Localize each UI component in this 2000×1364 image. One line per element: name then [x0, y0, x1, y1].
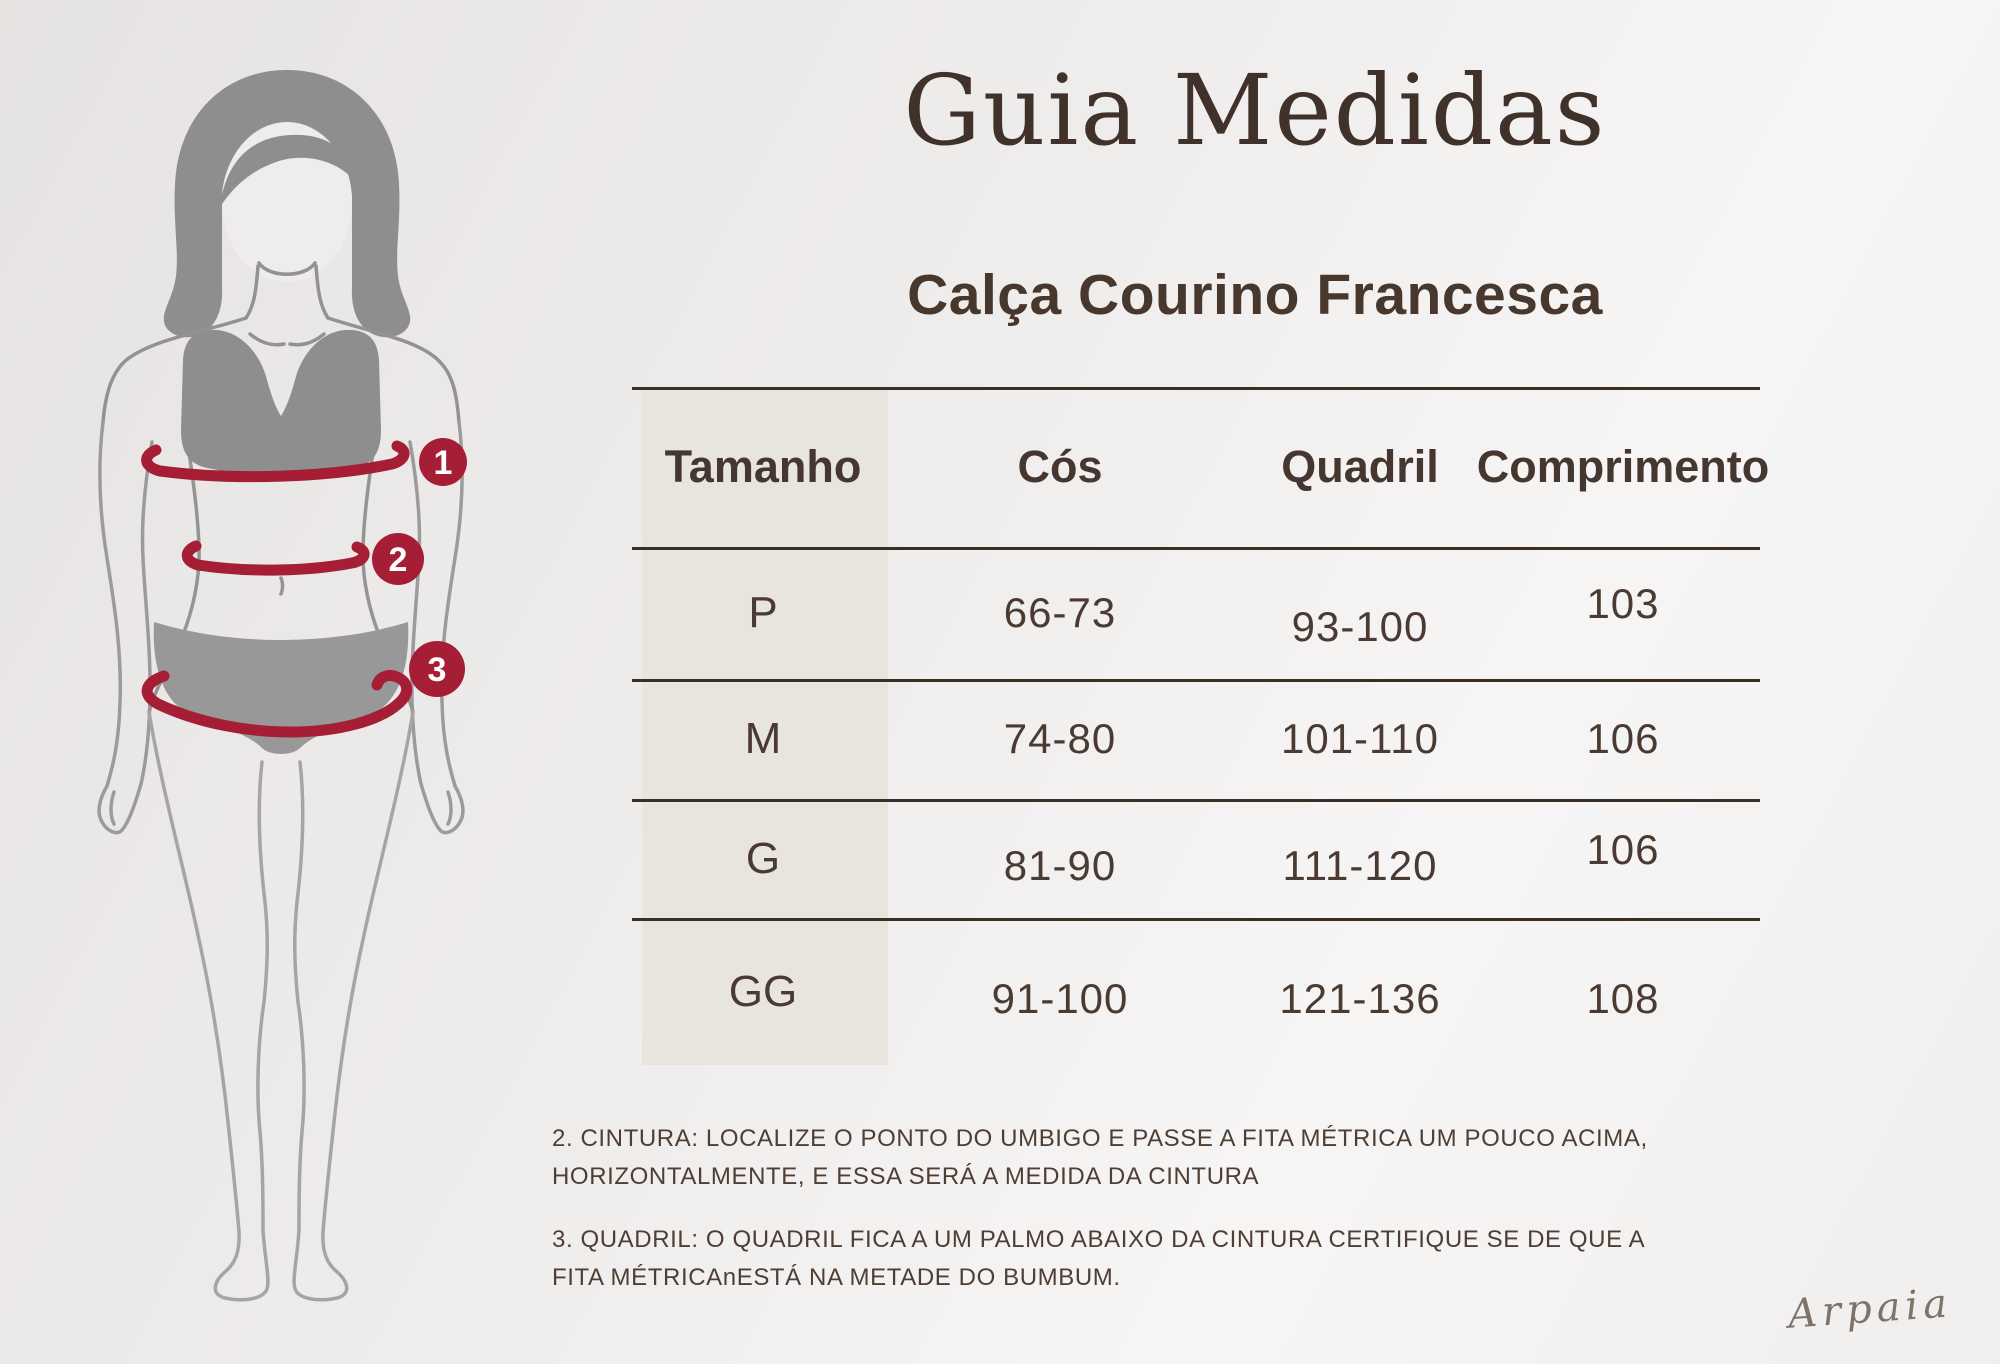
jaw-line — [257, 261, 317, 276]
value-g-quadril: 111-120 — [1282, 841, 1438, 889]
table-rule-after-m — [632, 799, 1760, 802]
hand-right — [419, 782, 465, 835]
leg-right-inner — [293, 760, 306, 1232]
badge-3-circle — [409, 641, 465, 697]
waist-tape — [181, 540, 370, 576]
column-header-quadril: Quadril — [1281, 441, 1439, 492]
column-header-tamanho: Tamanho — [664, 441, 862, 492]
leg-left-outer — [147, 710, 241, 1234]
arm-left-outer — [98, 420, 123, 788]
shoulder-left — [101, 316, 248, 424]
measurement-tapes — [141, 440, 413, 738]
hair-fringe — [220, 134, 354, 207]
measurement-notes: 2. CINTURA: LOCALIZE O PONTO DO UMBIGO E… — [552, 1120, 1952, 1322]
value-gg-cos: 91-100 — [991, 974, 1129, 1022]
size-table: Tamanho Cós Quadril Comprimento P 66-73 … — [632, 387, 1770, 1065]
value-gg-comprimento: 108 — [1586, 974, 1660, 1022]
product-name: Calça Courino Francesca — [907, 263, 1603, 327]
value-p-cos: 66-73 — [1003, 589, 1117, 636]
bust-tape — [141, 440, 410, 483]
value-m-comprimento: 106 — [1586, 715, 1660, 762]
hand-left — [97, 782, 143, 835]
value-g-cos: 81-90 — [1003, 841, 1117, 889]
value-p-comprimento: 103 — [1586, 580, 1660, 627]
value-m-cos: 74-80 — [1003, 715, 1117, 762]
value-m-quadril: 101-110 — [1280, 715, 1440, 762]
shoulder-right — [326, 316, 461, 424]
hand-right-fingers — [446, 790, 453, 826]
badge-1-circle — [419, 438, 467, 486]
clavicle-left — [248, 332, 286, 347]
leg-left-inner — [256, 760, 269, 1232]
leg-right-outer — [321, 710, 415, 1234]
hand-left-fingers — [109, 790, 116, 826]
table-rule-after-g — [632, 918, 1760, 921]
woman-silhouette — [97, 70, 465, 1302]
size-column-shade — [642, 389, 888, 1065]
body-measurement-figure: 1 2 3 — [97, 70, 467, 1302]
column-header-cos: Cós — [1017, 441, 1103, 492]
arm-right-inner — [408, 440, 423, 786]
arm-right-outer — [439, 420, 464, 788]
value-p-quadril: 93-100 — [1291, 603, 1429, 650]
page-title: Guia Medidas — [903, 54, 1607, 167]
size-label-p: P — [748, 588, 778, 637]
measurement-badges: 1 2 3 — [372, 438, 467, 697]
size-label-g: G — [745, 833, 781, 883]
table-rule-top — [632, 387, 1760, 390]
clavicle-right — [288, 332, 326, 347]
hair-shape — [163, 70, 411, 338]
badge-2-number: 2 — [389, 541, 408, 579]
size-table-grid: Tamanho Cós Quadril Comprimento P 66-73 … — [640, 387, 1770, 1065]
note-quadril: 3. QUADRIL: O QUADRIL FICA A UM PALMO AB… — [552, 1225, 1646, 1292]
foot-right — [292, 1228, 349, 1302]
bra-top-shape — [181, 329, 381, 476]
neck-line-left — [244, 264, 260, 320]
badge-1-number: 1 — [434, 444, 453, 482]
size-label-gg: GG — [728, 966, 798, 1016]
value-g-comprimento: 106 — [1586, 825, 1660, 873]
table-rule-after-header — [632, 547, 1760, 550]
foot-left — [213, 1228, 270, 1302]
note-cintura: 2. CINTURA: LOCALIZE O PONTO DO UMBIGO E… — [552, 1125, 1648, 1191]
navel-mark — [279, 576, 285, 596]
neck-line-right — [314, 264, 330, 320]
size-label-m: M — [744, 714, 782, 763]
value-gg-quadril: 121-136 — [1279, 974, 1441, 1022]
badge-2-circle — [372, 533, 424, 585]
table-rule-after-p — [632, 679, 1760, 682]
hip-tape — [141, 670, 413, 738]
badge-3-number: 3 — [428, 651, 447, 689]
arm-left-inner — [139, 440, 154, 786]
column-header-comprimento: Comprimento — [1476, 441, 1770, 492]
